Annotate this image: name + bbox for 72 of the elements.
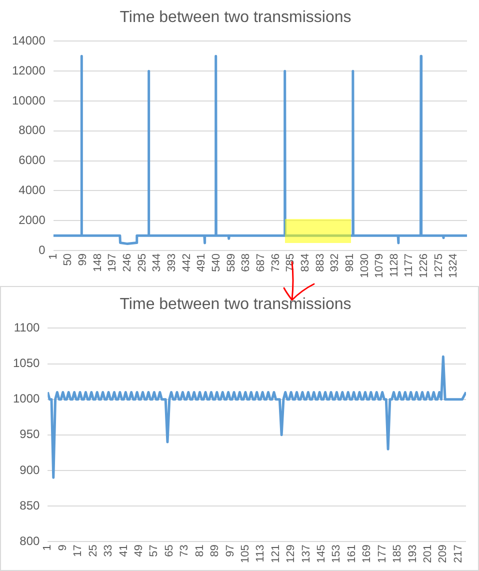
x-tick-label: 1177 (403, 254, 416, 278)
x-tick-label: 209 (437, 544, 450, 564)
x-tick-label: 201 (422, 544, 434, 564)
x-tick-label: 25 (87, 544, 100, 557)
chart-title: Time between two transmissions (120, 9, 352, 26)
x-tick-label: 932 (329, 254, 342, 272)
x-tick-label: 193 (406, 544, 419, 564)
x-tick-label: 148 (92, 254, 104, 272)
x-tick-label: 9 (56, 544, 69, 551)
x-tick-label: 121 (270, 544, 282, 564)
x-tick-label: 1226 (418, 254, 430, 278)
x-tick-label: 393 (166, 254, 178, 272)
x-tick-label: 197 (106, 254, 119, 272)
x-tick-label: 883 (314, 254, 326, 272)
x-tick-label: 185 (392, 544, 404, 564)
x-tick-label: 50 (62, 254, 74, 266)
y-tick-label: 4000 (18, 183, 46, 198)
x-tick-label: 153 (330, 544, 343, 564)
x-tick-label: 834 (299, 254, 312, 272)
y-tick-label: 0 (38, 242, 46, 257)
y-tick-label: 12000 (12, 63, 46, 78)
y-tick-label: 1000 (12, 392, 40, 406)
x-tick-label: 1 (47, 254, 60, 260)
x-tick-label: 1324 (448, 254, 460, 278)
x-tick-label: 1128 (388, 254, 400, 278)
x-tick-label: 137 (300, 544, 312, 564)
x-tick-label: 217 (452, 544, 464, 564)
x-tick-label: 491 (196, 254, 208, 272)
x-tick-label: 161 (346, 544, 358, 564)
x-tick-label: 49 (132, 544, 145, 557)
x-tick-label: 97 (224, 544, 236, 557)
x-tick-label: 344 (151, 254, 164, 272)
y-tick-label: 950 (20, 427, 40, 442)
x-tick-label: 17 (72, 544, 84, 557)
y-tick-label: 900 (20, 462, 40, 477)
x-tick-label: 169 (361, 544, 374, 564)
y-tick-label: 800 (20, 534, 40, 548)
x-tick-label: 1079 (374, 254, 386, 278)
x-tick-label: 99 (77, 254, 90, 266)
x-tick-label: 81 (194, 544, 206, 557)
x-tick-label: 89 (209, 544, 222, 557)
y-tick-label: 14000 (12, 34, 46, 48)
x-tick-label: 1275 (432, 254, 445, 278)
x-tick-label: 687 (254, 254, 267, 272)
y-tick-label: 1100 (14, 320, 40, 335)
x-tick-label: 177 (376, 544, 388, 564)
x-tick-label: 41 (118, 544, 130, 557)
y-tick-label: 2000 (18, 212, 46, 227)
x-tick-label: 589 (225, 254, 238, 272)
x-tick-label: 540 (210, 254, 222, 272)
x-tick-label: 105 (239, 544, 252, 564)
x-tick-label: 295 (136, 254, 148, 272)
x-tick-label: 33 (102, 544, 115, 557)
x-tick-label: 1 (42, 544, 54, 551)
y-tick-label: 1050 (12, 356, 40, 370)
y-tick-label: 10000 (12, 93, 46, 108)
x-tick-label: 638 (240, 254, 252, 272)
x-tick-label: 65 (163, 544, 176, 557)
x-tick-label: 113 (254, 544, 267, 562)
x-tick-label: 1030 (358, 254, 371, 278)
x-tick-label: 73 (178, 544, 191, 557)
chart-title: Time between two transmissions (120, 296, 352, 314)
x-tick-label: 145 (316, 544, 328, 564)
y-tick-label: 6000 (18, 153, 46, 168)
x-tick-label: 442 (180, 254, 193, 272)
y-tick-label: 850 (20, 498, 40, 512)
x-tick-label: 129 (285, 544, 298, 564)
x-tick-label: 736 (270, 254, 282, 272)
y-tick-label: 8000 (18, 123, 46, 138)
x-tick-label: 246 (122, 254, 134, 272)
x-tick-label: 57 (148, 544, 160, 557)
x-tick-label: 981 (344, 254, 356, 272)
